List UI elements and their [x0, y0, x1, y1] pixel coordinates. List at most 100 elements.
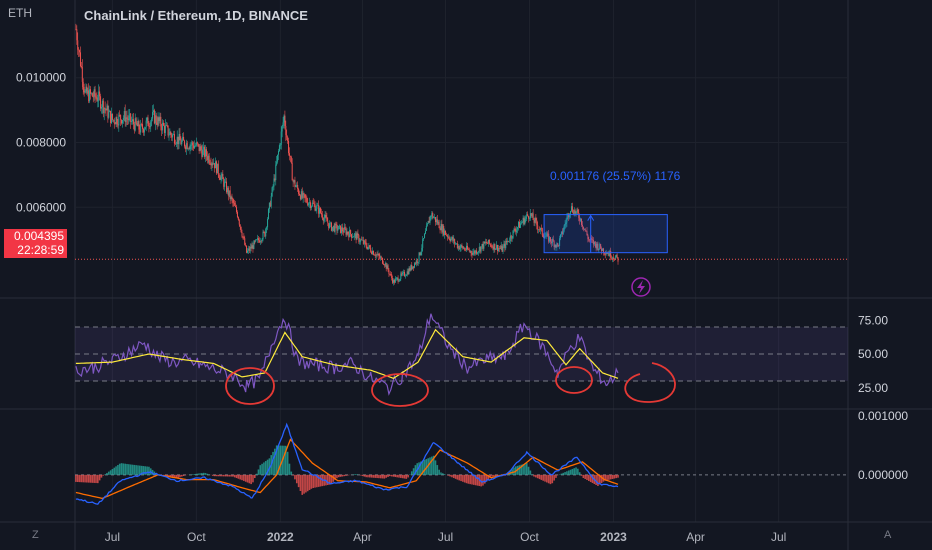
candle-body: [143, 129, 145, 133]
candle-body: [530, 213, 532, 216]
macd-histogram-bar: [575, 467, 577, 475]
rsi-ma-line: [75, 328, 619, 379]
candle-body: [466, 245, 468, 251]
candle-body: [92, 96, 94, 98]
macd-histogram-bar: [129, 464, 132, 475]
candle-body: [578, 213, 580, 219]
candle-body: [337, 229, 339, 231]
macd-histogram-bar: [449, 474, 451, 477]
macd-histogram-bar: [166, 474, 168, 477]
macd-histogram-bar: [228, 474, 231, 477]
candle-body: [194, 145, 196, 149]
candle-body: [346, 231, 348, 235]
candle-body: [160, 116, 162, 127]
price-tick-label: 0.006000: [16, 200, 66, 214]
candle-body: [336, 224, 338, 231]
candle-body: [407, 271, 409, 275]
candle-body: [254, 241, 256, 242]
macd-histogram-bar: [76, 474, 79, 483]
candle-body: [576, 209, 578, 212]
candle-body: [430, 215, 432, 217]
candle-body: [391, 274, 393, 279]
candle-body: [304, 194, 306, 198]
candle-body: [508, 240, 510, 242]
measure-box: [543, 214, 668, 254]
candle-body: [86, 86, 88, 94]
candle-body: [495, 248, 497, 250]
candle-body: [559, 238, 561, 246]
annotation-circle: [225, 367, 275, 405]
candle-body: [188, 148, 190, 150]
macd-histogram-bar: [84, 474, 86, 483]
candle-body: [573, 210, 575, 215]
candle-body: [141, 124, 143, 125]
candle-body: [596, 243, 598, 249]
macd-histogram-bar: [421, 460, 424, 475]
macd-histogram-bar: [533, 474, 535, 477]
candle-body: [431, 213, 433, 216]
candle-body: [325, 214, 327, 218]
candle-body: [574, 210, 576, 214]
candle-body: [147, 117, 149, 127]
candle-body: [455, 243, 457, 245]
candle-body: [397, 277, 399, 282]
macd-histogram-bar: [336, 474, 338, 479]
candle-body: [309, 202, 311, 208]
macd-histogram-bar: [456, 474, 459, 480]
candle-body: [285, 125, 287, 136]
macd-histogram-bar: [182, 474, 185, 476]
candle-body: [579, 218, 581, 221]
candle-body: [349, 230, 351, 238]
candle-body: [501, 245, 503, 252]
macd-histogram-bar: [255, 473, 258, 475]
candle-body: [362, 239, 364, 244]
macd-histogram-bar: [367, 474, 369, 478]
macd-histogram-bar: [567, 470, 570, 475]
macd-histogram-bar: [374, 474, 377, 478]
macd-histogram-bar: [173, 474, 176, 478]
macd-histogram-bar: [261, 463, 263, 475]
candle-body: [290, 156, 292, 163]
candle-body: [356, 233, 358, 240]
rsi-tick-label: 75.00: [858, 313, 888, 327]
candle-body: [461, 245, 463, 247]
candle-body: [492, 246, 494, 250]
candle-body: [565, 222, 567, 224]
candle-body: [193, 145, 195, 149]
macd-histogram-bar: [120, 463, 123, 475]
candle-body: [178, 133, 180, 145]
candle-body: [252, 245, 254, 249]
candle-body: [560, 234, 562, 239]
candle-body: [311, 202, 313, 207]
macd-histogram-bar: [440, 472, 442, 475]
candle-body: [352, 236, 354, 238]
macd-histogram-bar: [560, 473, 563, 475]
candle-body: [102, 100, 104, 113]
macd-histogram-bar: [540, 474, 543, 480]
candle-body: [427, 221, 429, 224]
candle-body: [380, 257, 382, 259]
candle-body: [288, 140, 290, 154]
candle-body: [421, 247, 423, 253]
candle-body: [291, 162, 293, 181]
candle-body: [604, 253, 606, 255]
candle-body: [466, 245, 468, 250]
macd-histogram-bar: [337, 474, 340, 478]
candle-body: [315, 209, 317, 211]
macd-histogram-bar: [580, 474, 583, 476]
candle-body: [561, 231, 563, 235]
macd-histogram-bar: [277, 445, 280, 475]
auto-scale-button[interactable]: A: [884, 529, 892, 541]
candle-body: [292, 180, 294, 182]
candle-body: [599, 244, 601, 249]
zoom-reset-button[interactable]: Z: [32, 529, 39, 541]
macd-histogram-bar: [288, 463, 291, 475]
candle-body: [338, 225, 340, 230]
candle-body: [558, 245, 560, 246]
macd-histogram-bar: [359, 474, 362, 476]
candle-body: [219, 177, 221, 180]
candle-body: [125, 117, 127, 123]
macd-histogram-bar: [135, 465, 137, 475]
candle-body: [368, 245, 370, 248]
